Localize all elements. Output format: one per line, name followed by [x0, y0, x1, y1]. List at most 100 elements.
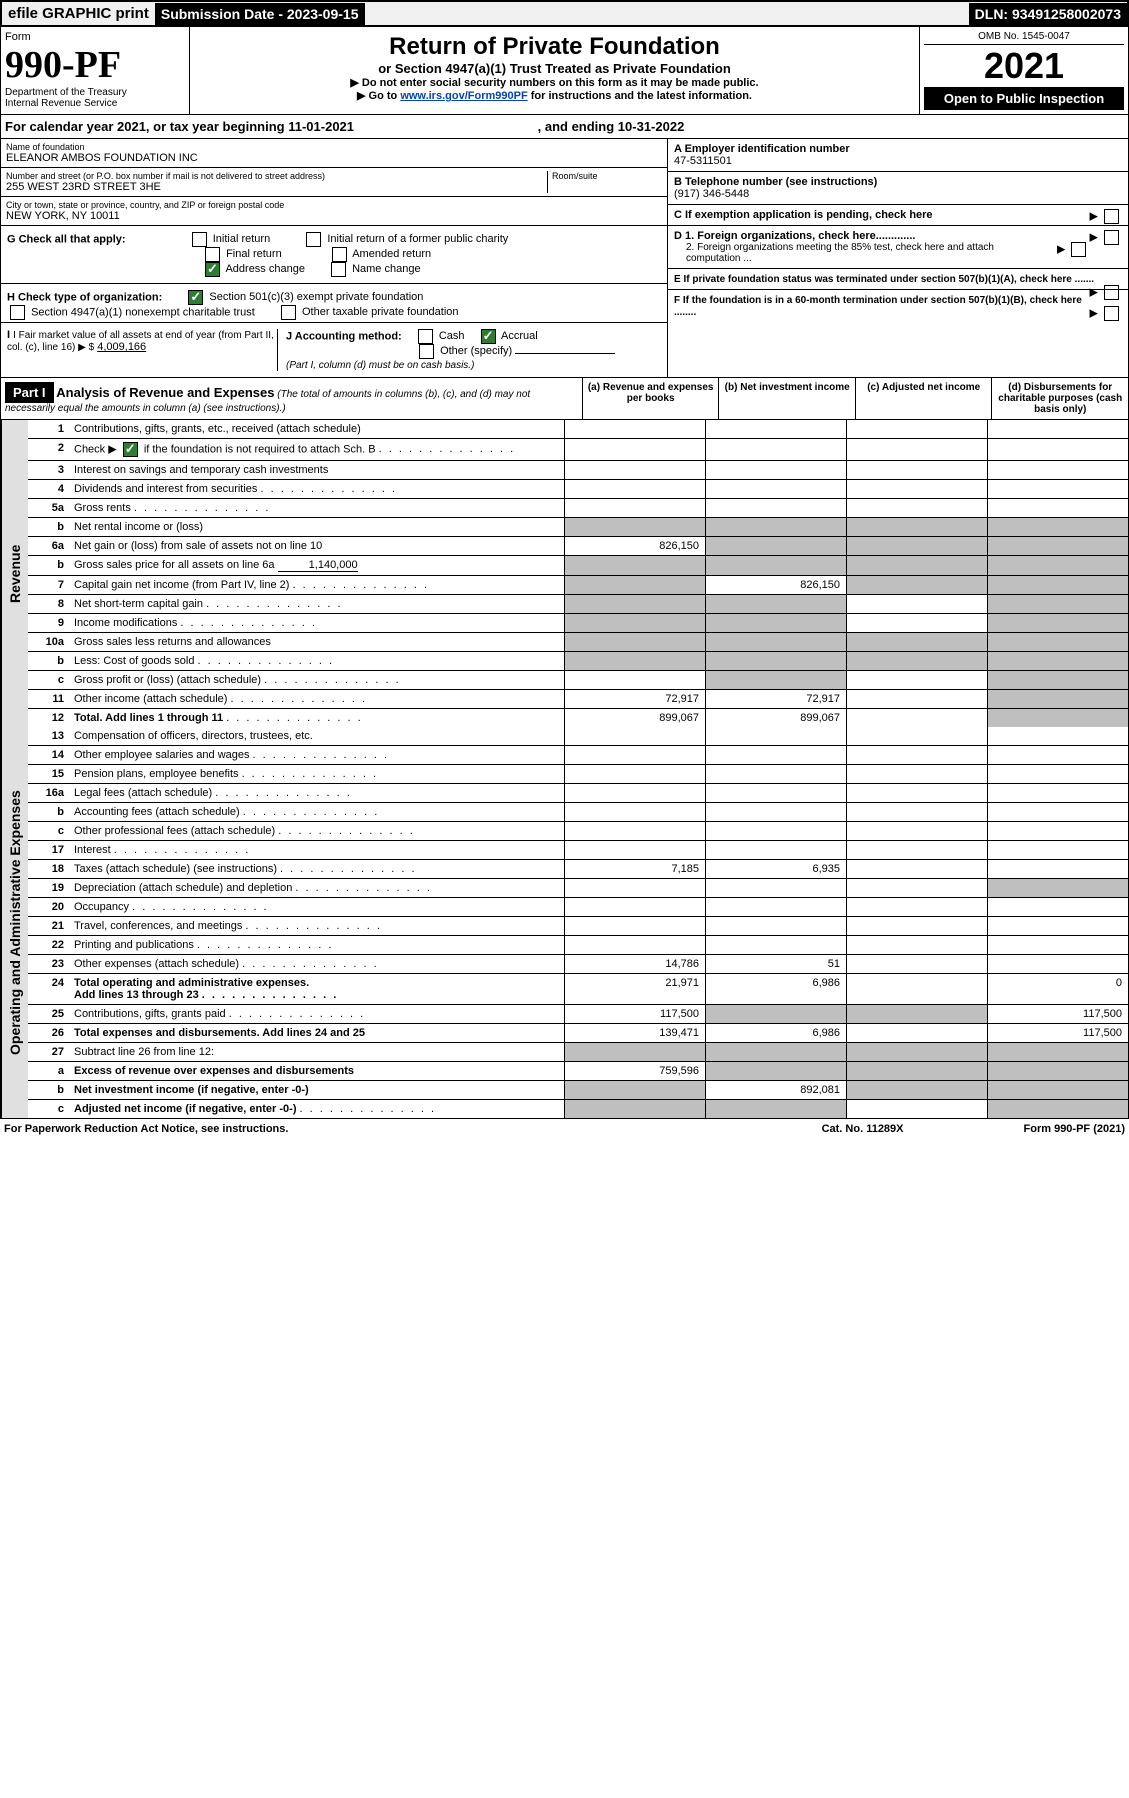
col-b-val	[705, 746, 846, 764]
col-c-val	[846, 556, 987, 575]
col-c-val	[846, 746, 987, 764]
cal-end: 10-31-2022	[618, 119, 685, 134]
ck-schb[interactable]	[123, 442, 138, 457]
lineno: 26	[28, 1024, 70, 1042]
col-a-val: 72,917	[564, 690, 705, 708]
col-a-val	[564, 822, 705, 840]
c-label: C If exemption application is pending, c…	[674, 209, 933, 221]
omb-number: OMB No. 1545-0047	[924, 31, 1124, 45]
col-b-val	[705, 614, 846, 632]
open-inspection: Open to Public Inspection	[924, 87, 1124, 110]
lineno: 18	[28, 860, 70, 878]
ck-e[interactable]	[1104, 285, 1119, 300]
col-b-val	[705, 841, 846, 859]
col-a-val	[564, 633, 705, 651]
col-b-val: 892,081	[705, 1081, 846, 1099]
form-ref: Form 990-PF (2021)	[1024, 1123, 1125, 1135]
col-d-val	[987, 841, 1128, 859]
ck-4947[interactable]	[10, 305, 25, 320]
lineno: 17	[28, 841, 70, 859]
col-c: (c) Adjusted net income	[856, 378, 993, 419]
revenue-rows: 1Contributions, gifts, grants, etc., rec…	[28, 420, 1128, 727]
ck-other-method[interactable]	[419, 344, 434, 359]
j-label: J Accounting method:	[286, 330, 402, 342]
lineno: 27	[28, 1043, 70, 1061]
col-a-val: 759,596	[564, 1062, 705, 1080]
line-desc: Subtract line 26 from line 12:	[70, 1043, 564, 1061]
ck-accrual[interactable]	[481, 329, 496, 344]
ck-final[interactable]	[205, 247, 220, 262]
col-b-val	[705, 936, 846, 954]
line-desc: Contributions, gifts, grants, etc., rece…	[70, 420, 564, 438]
cat-no: Cat. No. 11289X	[822, 1123, 904, 1135]
col-c-val	[846, 765, 987, 783]
ck-d1[interactable]	[1104, 230, 1119, 245]
line-16c: cOther professional fees (attach schedul…	[28, 822, 1128, 841]
ck-name-change[interactable]	[331, 262, 346, 277]
col-a-val	[564, 652, 705, 670]
line-desc: Gross profit or (loss) (attach schedule)	[70, 671, 564, 689]
col-d-val: 0	[987, 974, 1128, 1004]
col-b-val	[705, 420, 846, 438]
col-c-val	[846, 955, 987, 973]
line-25: 25Contributions, gifts, grants paid 117,…	[28, 1005, 1128, 1024]
line-desc: Less: Cost of goods sold	[70, 652, 564, 670]
col-d-val	[987, 690, 1128, 708]
col-c-val	[846, 784, 987, 802]
col-b-val: 51	[705, 955, 846, 973]
efile-label[interactable]: efile GRAPHIC print	[2, 2, 155, 25]
col-b-val	[705, 1005, 846, 1023]
line-27b: bNet investment income (if negative, ent…	[28, 1081, 1128, 1100]
col-a-val	[564, 746, 705, 764]
col-c-val	[846, 671, 987, 689]
cal-pre: For calendar year 2021, or tax year begi…	[5, 119, 288, 134]
col-b-val: 826,150	[705, 576, 846, 594]
j-other: Other (specify)	[440, 345, 512, 357]
irs-link[interactable]: www.irs.gov/Form990PF	[400, 90, 527, 102]
instr-link: ▶ Go to www.irs.gov/Form990PF for instru…	[196, 89, 913, 102]
ck-cash[interactable]	[418, 329, 433, 344]
ck-f[interactable]	[1104, 306, 1119, 321]
line-7: 7Capital gain net income (from Part IV, …	[28, 576, 1128, 595]
ck-501c3[interactable]	[188, 290, 203, 305]
col-d-val	[987, 595, 1128, 613]
expense-rows: 13Compensation of officers, directors, t…	[28, 727, 1128, 1118]
instr2-post: for instructions and the latest informat…	[528, 90, 752, 102]
col-d-val: 117,500	[987, 1005, 1128, 1023]
submission-date: Submission Date - 2023-09-15	[155, 3, 365, 25]
col-b-val	[705, 765, 846, 783]
city-label: City or town, state or province, country…	[6, 200, 662, 210]
i-label: I	[7, 329, 10, 341]
col-d-val	[987, 709, 1128, 727]
ck-initial-former[interactable]	[306, 232, 321, 247]
col-a-val	[564, 576, 705, 594]
expenses-label: Operating and Administrative Expenses	[1, 727, 28, 1118]
opt-address: Address change	[225, 263, 305, 275]
section-ij: I I Fair market value of all assets at e…	[1, 323, 667, 377]
ck-other-taxable[interactable]	[281, 305, 296, 320]
col-b-val	[705, 633, 846, 651]
line-20: 20Occupancy	[28, 898, 1128, 917]
name-label: Name of foundation	[6, 142, 662, 152]
lineno: 1	[28, 420, 70, 438]
col-a-val	[564, 671, 705, 689]
ck-address-change[interactable]	[205, 262, 220, 277]
phone: (917) 346-5448	[674, 188, 749, 200]
col-a-val: 139,471	[564, 1024, 705, 1042]
line-14: 14Other employee salaries and wages	[28, 746, 1128, 765]
ck-amended[interactable]	[332, 247, 347, 262]
ck-c[interactable]	[1104, 209, 1119, 224]
col-c-val	[846, 841, 987, 859]
ck-initial-return[interactable]	[192, 232, 207, 247]
col-d-val	[987, 955, 1128, 973]
col-a: (a) Revenue and expenses per books	[583, 378, 720, 419]
line-desc: Travel, conferences, and meetings	[70, 917, 564, 935]
col-a-val	[564, 936, 705, 954]
tax-year: 2021	[924, 45, 1124, 87]
ck-d2[interactable]	[1071, 242, 1086, 257]
b-label: B Telephone number (see instructions)	[674, 176, 877, 188]
d1-label: D 1. Foreign organizations, check here..…	[674, 230, 915, 242]
line-17: 17Interest	[28, 841, 1128, 860]
address: 255 WEST 23RD STREET 3HE	[6, 181, 547, 193]
line-desc: Dividends and interest from securities	[70, 480, 564, 498]
